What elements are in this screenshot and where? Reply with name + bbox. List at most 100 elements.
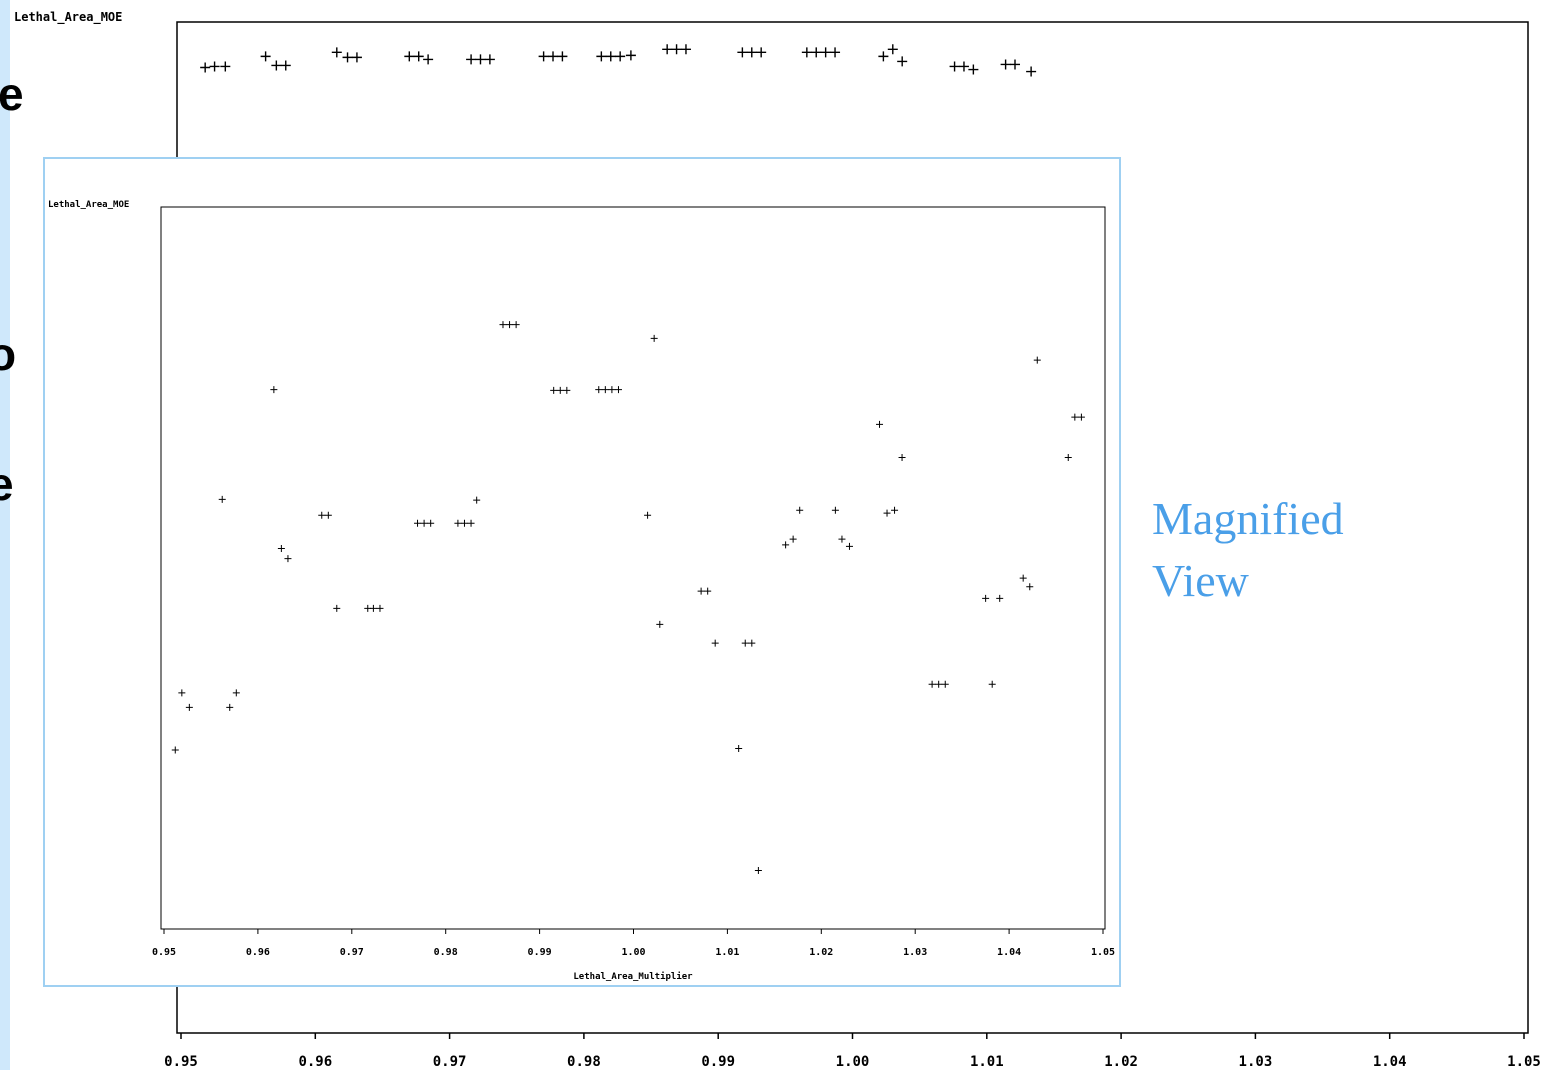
magnified-plot-point xyxy=(333,604,341,612)
full-plot-y-axis-label: Lethal_Area_MOE xyxy=(14,10,122,25)
full-plot-point xyxy=(342,52,353,63)
magnified-plot-point xyxy=(178,689,186,697)
full-plot-point xyxy=(625,50,636,61)
magnified-plot-point xyxy=(218,495,226,503)
magnified-plot-x-tick-label: 0.97 xyxy=(340,947,364,958)
magnified-plot-point xyxy=(512,321,520,329)
magnified-plot-point xyxy=(614,386,622,394)
magnified-plot-point xyxy=(499,321,507,329)
magnified-plot-point xyxy=(789,535,797,543)
magnified-plot-x-tick-label: 0.98 xyxy=(434,947,458,958)
full-plot-point xyxy=(958,61,969,72)
full-plot-x-tick-label: 0.95 xyxy=(164,1054,198,1070)
magnified-plot-point xyxy=(754,867,762,875)
magnified-plot-x-tick-label: 1.05 xyxy=(1091,947,1115,958)
full-plot-point xyxy=(801,47,812,58)
magnified-plot-point xyxy=(1071,413,1079,421)
full-plot-x-tick-label: 1.04 xyxy=(1373,1054,1407,1070)
magnified-view-annotation-line1: Magnified xyxy=(1152,493,1344,544)
magnified-plot-point xyxy=(845,542,853,550)
full-plot-point xyxy=(897,56,908,67)
full-plot-point xyxy=(423,54,434,65)
full-plot-x-tick-label: 0.97 xyxy=(433,1054,467,1070)
magnified-plot-y-axis-label: Lethal_Area_MOE xyxy=(48,200,129,210)
magnified-plot-x-tick-label: 0.95 xyxy=(152,947,176,958)
full-plot-x-tick-label: 0.98 xyxy=(567,1054,601,1070)
full-plot-point xyxy=(1026,66,1037,77)
magnified-plot-x-tick-label: 1.03 xyxy=(903,947,927,958)
magnified-plot-point xyxy=(704,587,712,595)
magnified-plot-point xyxy=(232,689,240,697)
magnified-plot-point xyxy=(782,541,790,549)
slide-text-fragment-2: o xyxy=(0,328,16,380)
magnified-plot-point xyxy=(796,506,804,514)
magnified-plot-x-axis: 0.95 0.96 0.97 0.98 0.99 1.00 1.01 1.02 1.03 1.04… xyxy=(152,929,1115,958)
magnified-plot-point xyxy=(1077,413,1085,421)
magnified-plot-point xyxy=(460,519,468,527)
full-plot-point xyxy=(746,47,757,58)
slide-text-fragment-3: e xyxy=(0,458,14,510)
full-plot-point xyxy=(351,52,362,63)
full-plot-point xyxy=(220,61,231,72)
magnified-plot-point xyxy=(563,386,571,394)
magnified-plot-point xyxy=(891,506,899,514)
full-plot-point xyxy=(280,60,291,71)
magnified-plot-point xyxy=(1026,583,1034,591)
magnified-plot-point xyxy=(735,745,743,752)
full-plot-x-tick-label: 1.03 xyxy=(1239,1054,1273,1070)
magnified-plot-point xyxy=(427,519,435,527)
magnified-plot-point xyxy=(324,511,332,519)
full-plot-point xyxy=(737,47,748,58)
full-plot-point xyxy=(680,44,691,55)
full-plot-point xyxy=(830,47,841,58)
slide-accent-bar xyxy=(0,0,10,1070)
magnified-plot-point xyxy=(838,535,846,543)
magnified-plot-point xyxy=(284,555,292,563)
full-plot-x-axis: 0.95 0.96 0.97 0.98 0.99 1.00 1.01 1.02 1.03 1.04… xyxy=(164,1033,1541,1070)
full-plot-point xyxy=(557,51,568,62)
full-plot-point xyxy=(209,61,220,72)
full-plot-point xyxy=(615,51,626,62)
magnified-plot-point xyxy=(650,334,658,342)
full-plot-point xyxy=(538,51,549,62)
magnified-plot-point xyxy=(414,519,422,527)
magnified-plot-point xyxy=(644,511,652,519)
magnified-plot-x-tick-label: 1.02 xyxy=(809,947,833,958)
magnified-plot-point xyxy=(928,680,936,688)
full-plot-point xyxy=(413,51,424,62)
magnified-plot-points xyxy=(171,321,1085,875)
magnified-plot-point xyxy=(277,545,285,553)
full-plot-point xyxy=(662,44,673,55)
full-plot-point xyxy=(404,51,415,62)
magnified-plot-point xyxy=(988,680,996,688)
full-plot-point xyxy=(878,51,889,62)
full-plot-x-tick-label: 1.02 xyxy=(1104,1054,1138,1070)
magnified-plot-x-tick-label: 1.01 xyxy=(715,947,739,958)
full-plot-x-tick-label: 1.01 xyxy=(970,1054,1004,1070)
full-plot-point xyxy=(331,47,342,58)
full-plot-x-tick-label: 1.05 xyxy=(1507,1054,1541,1070)
full-plot-point xyxy=(671,44,682,55)
magnified-plot-point xyxy=(748,639,756,647)
full-plot-point xyxy=(1000,59,1011,70)
magnified-plot-point xyxy=(171,746,179,754)
full-plot-points xyxy=(200,44,1037,77)
magnified-plot-point xyxy=(876,420,884,428)
magnified-plot: Lethal_Area_MOE Lethal_Area_Multiplier 0… xyxy=(43,157,1121,987)
full-plot-point xyxy=(548,51,559,62)
full-plot-point xyxy=(605,51,616,62)
magnified-plot-point xyxy=(741,639,749,647)
magnified-plot-point xyxy=(595,386,603,394)
magnified-plot-x-tick-label: 0.96 xyxy=(246,947,270,958)
magnified-plot-point xyxy=(1064,454,1072,462)
magnified-plot-point xyxy=(935,680,943,688)
magnified-plot-point xyxy=(226,703,234,711)
magnified-plot-point xyxy=(506,321,514,329)
magnified-plot-point xyxy=(467,519,475,527)
magnified-plot-point xyxy=(270,386,278,394)
magnified-view-annotation-line2: View xyxy=(1152,555,1250,606)
full-plot-point xyxy=(260,51,271,62)
full-plot-point xyxy=(484,54,495,65)
